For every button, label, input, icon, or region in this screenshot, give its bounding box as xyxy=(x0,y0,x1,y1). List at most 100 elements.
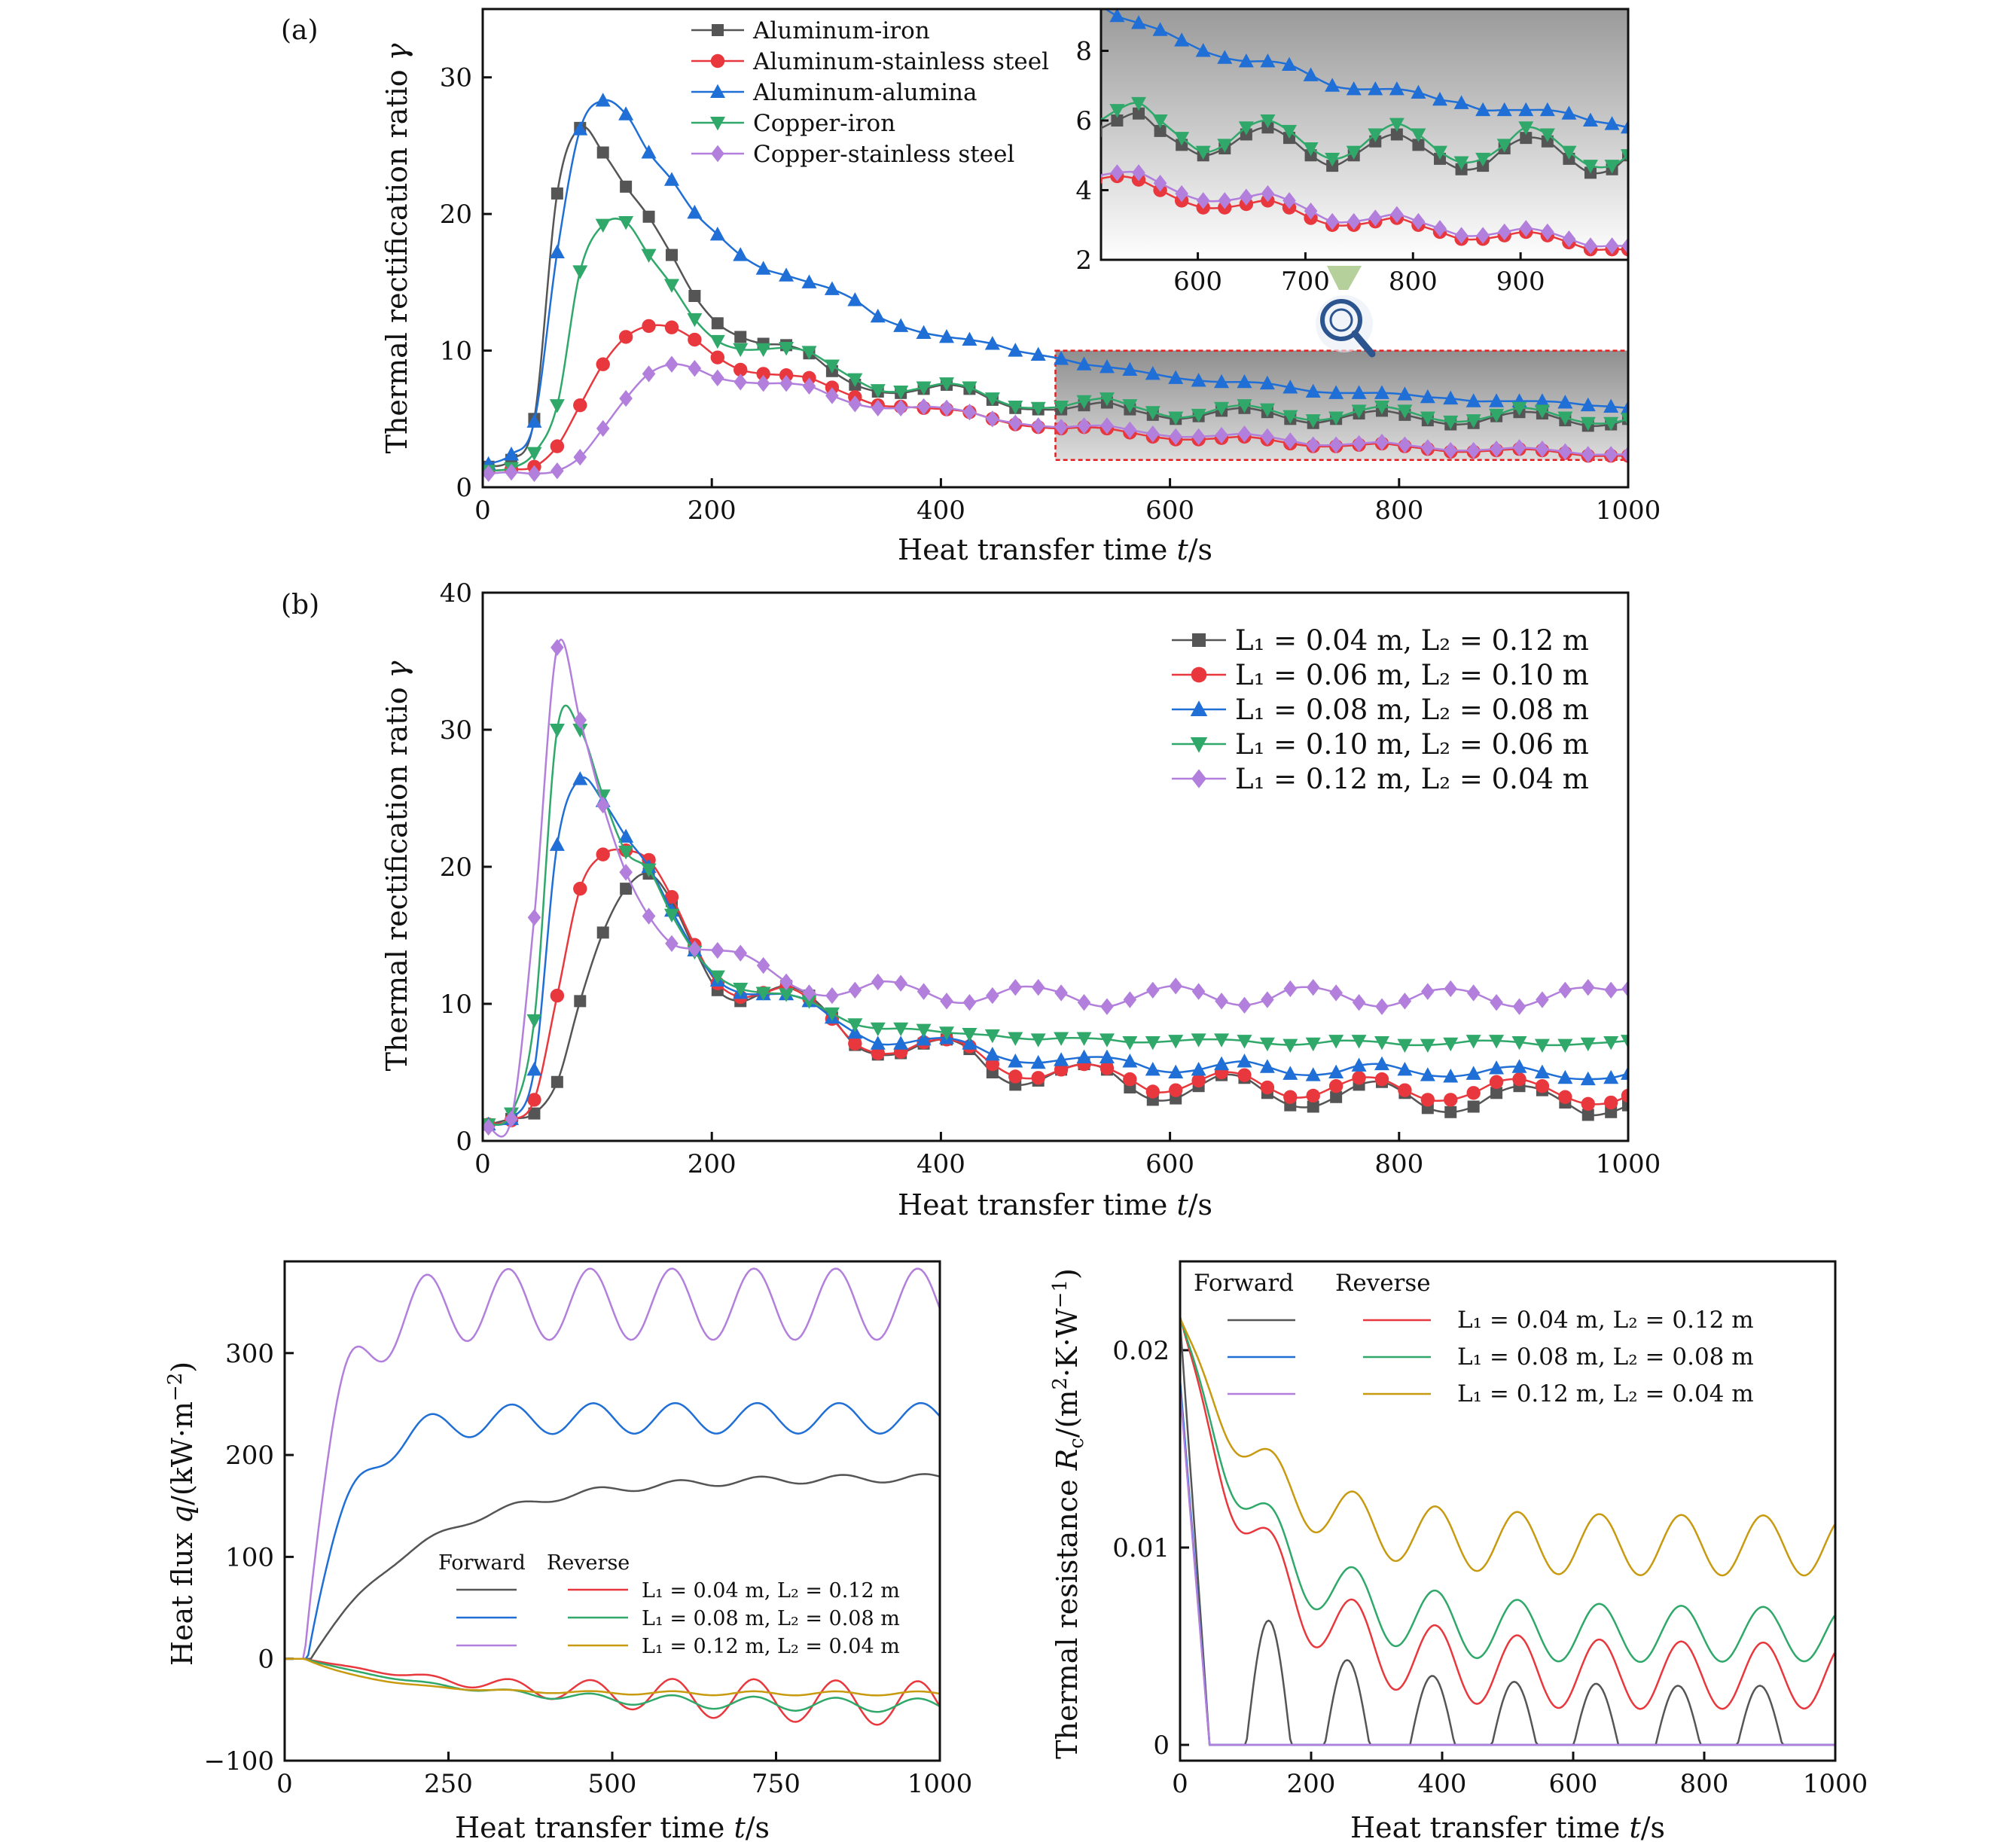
chart-b-point xyxy=(1558,981,1572,999)
chart-a-point xyxy=(687,204,703,219)
chart-a-point xyxy=(549,399,565,413)
chart-a-point xyxy=(824,359,840,374)
inset-point xyxy=(1432,145,1447,160)
chart-a-point xyxy=(1008,414,1023,432)
chart-b-point xyxy=(709,970,725,984)
chart-b-point xyxy=(711,941,724,959)
chart-a-point xyxy=(642,210,655,223)
inset-point xyxy=(1453,156,1469,170)
inset-ytick-label: 2 xyxy=(1075,245,1092,276)
chart-a-point xyxy=(1621,446,1628,463)
legend-b-marker xyxy=(1191,769,1206,788)
chart-a-point xyxy=(641,145,657,159)
chart-d: 0 200 400 600 800 1000 0 0.01 0.02 Forward Revers… xyxy=(1049,1260,1868,1842)
legend-a-marker xyxy=(710,53,725,69)
chart-b-point xyxy=(1260,1080,1275,1095)
chart-a-point xyxy=(618,330,633,344)
inset-point xyxy=(1195,145,1211,160)
chart-a-point xyxy=(871,399,885,416)
chart-b-ytick-label: 30 xyxy=(440,715,472,746)
inset-point xyxy=(1261,185,1275,203)
chart-a-point xyxy=(1259,403,1275,417)
chart-a-point xyxy=(1511,401,1527,416)
chart-d-ytick-label: 0.01 xyxy=(1112,1533,1170,1563)
chart-a-point xyxy=(755,261,771,275)
chart-a-point xyxy=(962,331,978,346)
chart-d-ticks: 0 200 400 600 800 1000 0 0.01 0.02 xyxy=(1112,1336,1868,1799)
legend-b-marker xyxy=(1191,666,1207,683)
chart-a-point xyxy=(1443,415,1459,430)
inset-point xyxy=(1390,206,1404,224)
chart-a-point xyxy=(711,317,724,330)
chart-a-point xyxy=(870,384,886,398)
chart-b-point xyxy=(642,907,656,925)
chart-b-point xyxy=(1557,1038,1573,1053)
chart-b-point xyxy=(596,796,610,814)
inset-point xyxy=(1368,209,1383,227)
chart-a-point xyxy=(665,355,679,373)
chart-c-xtick-label: 1000 xyxy=(907,1769,973,1799)
chart-b-point xyxy=(596,926,609,939)
inset-point xyxy=(1195,43,1211,57)
inset-point xyxy=(1174,132,1190,146)
chart-b-point xyxy=(1168,1064,1184,1078)
inset-point xyxy=(1389,117,1404,133)
chart-b-point xyxy=(1397,1038,1413,1053)
inset-point xyxy=(1390,128,1403,141)
chart-b-point xyxy=(1054,1052,1069,1066)
chart-c-series-line-1 xyxy=(285,1473,940,1660)
legend-b-label: L₁ = 0.12 m, L₂ = 0.04 m xyxy=(1235,763,1589,795)
chart-a-point xyxy=(1191,373,1206,387)
chart-b-point xyxy=(1054,1063,1069,1077)
chart-a-point xyxy=(572,121,588,136)
chart-b-point xyxy=(1351,1035,1367,1049)
chart-b-point xyxy=(1145,1061,1160,1076)
inset-point xyxy=(1110,164,1124,181)
chart-b-point xyxy=(871,973,885,991)
chart-a-point xyxy=(916,325,932,339)
chart-b-point xyxy=(871,1046,885,1060)
chart-a-point xyxy=(549,244,565,258)
chart-b-point xyxy=(1465,1066,1481,1080)
chart-b-point xyxy=(1283,980,1298,998)
chart-b-ytick-label: 40 xyxy=(440,578,472,608)
chart-a-point xyxy=(962,381,978,395)
legend-a-label: Copper-stainless steel xyxy=(753,141,1014,168)
chart-a-point xyxy=(939,329,955,343)
chart-b-point xyxy=(1054,984,1068,1002)
chart-b-point xyxy=(1603,1095,1618,1110)
chart-a-point xyxy=(663,279,679,293)
chart-a-point xyxy=(1215,426,1228,444)
chart-b-point xyxy=(688,941,702,958)
chart-a-point xyxy=(779,341,795,356)
inset-point xyxy=(1282,124,1297,139)
inset-xtick-label: 800 xyxy=(1389,267,1438,297)
chart-b-point xyxy=(620,883,633,895)
legend-c-label: L₁ = 0.12 m, L₂ = 0.04 m xyxy=(642,1635,900,1658)
chart-a-point xyxy=(1191,428,1206,446)
chart-a-xtick-label: 200 xyxy=(688,496,737,526)
chart-b-point xyxy=(755,987,771,1001)
chart-b-point xyxy=(1328,1064,1344,1078)
chart-b-point xyxy=(1145,1084,1160,1099)
chart-b-point xyxy=(1534,1064,1550,1078)
chart-b-point xyxy=(1282,1038,1298,1053)
chart-b-point xyxy=(917,983,931,1000)
chart-c-series-line-3 xyxy=(285,1267,940,1660)
chart-a-point xyxy=(734,362,748,377)
inset-point xyxy=(1304,203,1318,220)
legend-a-marker xyxy=(710,117,725,131)
chart-b-point xyxy=(1466,1086,1481,1100)
chart-d-xlabel: Heat transfer time t/s xyxy=(1350,1811,1665,1842)
chart-b-point xyxy=(1077,993,1091,1011)
chart-b-point xyxy=(527,909,541,926)
chart-a-point xyxy=(665,249,678,261)
chart-a-point xyxy=(733,247,749,261)
chart-b-point xyxy=(825,987,839,1005)
chart-b-point xyxy=(916,1023,932,1038)
chart-b-point xyxy=(986,987,999,1005)
chart-a-xtick-label: 600 xyxy=(1145,496,1194,526)
chart-a-point xyxy=(1076,395,1092,410)
inset-point xyxy=(1497,223,1511,241)
